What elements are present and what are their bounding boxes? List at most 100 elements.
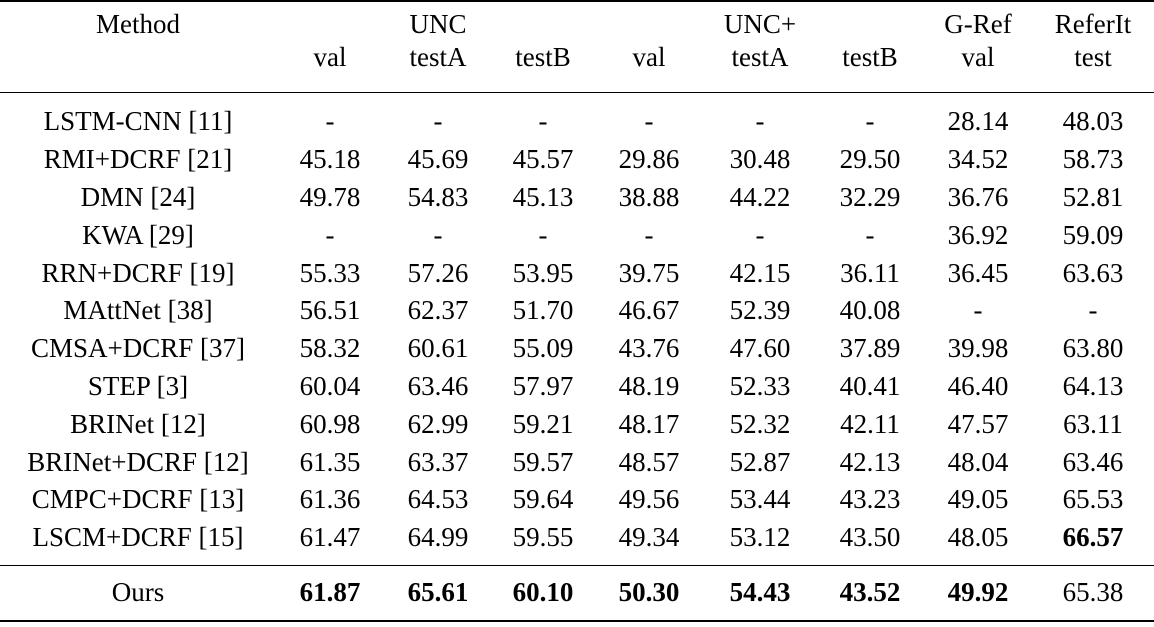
value-cell: 63.63 (1062, 257, 1124, 288)
value-cell: 64.53 (407, 484, 469, 515)
value-cell: 53.44 (729, 484, 791, 515)
table-row: LSTM-CNN [11] - - - - - - 28.14 48.03 (0, 92, 1154, 141)
table-row: CMPC+DCRF [13] 61.36 64.53 59.64 49.56 53.44 4… (0, 481, 1154, 519)
value-cell: 56.51 (299, 295, 361, 326)
method-cell: RRN+DCRF [19] (41, 257, 235, 288)
value-cell: 48.17 (618, 408, 680, 439)
value-cell: 45.57 (512, 144, 574, 175)
value-cell: 52.81 (1062, 181, 1124, 212)
value-cell: 46.67 (618, 295, 680, 326)
value-cell: 61.87 (299, 577, 361, 608)
method-cell: CMSA+DCRF [37] (30, 333, 246, 364)
value-cell: - (973, 295, 983, 326)
value-cell: 66.57 (1062, 522, 1124, 553)
table-row: DMN [24] 49.78 54.83 45.13 38.88 44.22 32.29 36… (0, 179, 1154, 217)
table-row: STEP [3] 60.04 63.46 57.97 48.19 52.33 40.41 46… (0, 368, 1154, 406)
value-cell: 64.99 (407, 522, 469, 553)
value-cell: 59.64 (512, 484, 574, 515)
table-row: BRINet+DCRF [12] 61.35 63.37 59.57 48.57 52.8… (0, 443, 1154, 481)
value-cell: 36.76 (947, 181, 1009, 212)
value-cell: 57.97 (512, 370, 574, 401)
col-header: testA (731, 42, 789, 72)
col-header: test (1074, 42, 1112, 72)
value-cell: 63.46 (407, 370, 469, 401)
value-cell: 34.52 (947, 144, 1009, 175)
value-cell: - (433, 219, 443, 250)
value-cell: 48.04 (947, 446, 1009, 477)
header-row-groups: Method UNC UNC+ G-Ref ReferIt (0, 1, 1154, 40)
value-cell: 42.13 (839, 446, 901, 477)
table-row: MAttNet [38] 56.51 62.37 51.70 46.67 52.39 40.… (0, 292, 1154, 330)
value-cell: 60.10 (512, 577, 574, 608)
table-row: RMI+DCRF [21] 45.18 45.69 45.57 29.86 30.48 29… (0, 141, 1154, 179)
ours-row: Ours 61.87 65.61 60.10 50.30 54.43 43.52… (0, 565, 1154, 621)
value-cell: 47.57 (947, 408, 1009, 439)
gref-group-header: G-Ref (944, 9, 1012, 39)
col-header: val (313, 42, 347, 72)
value-cell: 59.55 (512, 522, 574, 553)
table-row: RRN+DCRF [19] 55.33 57.26 53.95 39.75 42.15 36… (0, 254, 1154, 292)
referit-group-header: ReferIt (1054, 9, 1132, 39)
value-cell: - (433, 106, 443, 137)
value-cell: - (865, 219, 875, 250)
value-cell: 54.43 (729, 577, 791, 608)
table-row: CMSA+DCRF [37] 58.32 60.61 55.09 43.76 47.60 3… (0, 330, 1154, 368)
value-cell: 49.92 (947, 577, 1009, 608)
value-cell: 47.60 (729, 333, 791, 364)
header-row-splits: val testA testB val testA testB val test (0, 40, 1154, 93)
value-cell: - (755, 219, 765, 250)
method-header: Method (96, 9, 180, 39)
value-cell: 52.32 (729, 408, 791, 439)
value-cell: 42.11 (840, 408, 900, 439)
value-cell: 39.75 (618, 257, 680, 288)
value-cell: 45.13 (512, 181, 574, 212)
col-header: testB (842, 42, 898, 72)
value-cell: 53.95 (512, 257, 574, 288)
value-cell: 28.14 (947, 106, 1009, 137)
value-cell: 43.23 (839, 484, 901, 515)
value-cell: 62.37 (407, 295, 469, 326)
value-cell: - (538, 219, 548, 250)
value-cell: 40.41 (839, 370, 901, 401)
value-cell: - (865, 106, 875, 137)
method-cell: KWA [29] (82, 219, 194, 250)
value-cell: - (644, 219, 654, 250)
value-cell: 49.34 (618, 522, 680, 553)
value-cell: 43.76 (618, 333, 680, 364)
value-cell: 40.08 (839, 295, 901, 326)
value-cell: 42.15 (729, 257, 791, 288)
method-cell: MAttNet [38] (63, 295, 213, 326)
value-cell: 36.11 (840, 257, 900, 288)
value-cell: 59.57 (512, 446, 574, 477)
value-cell: 48.19 (618, 370, 680, 401)
method-cell: RMI+DCRF [21] (43, 144, 233, 175)
value-cell: 65.53 (1062, 484, 1124, 515)
value-cell: 30.48 (729, 144, 791, 175)
value-cell: 36.45 (947, 257, 1009, 288)
value-cell: 63.37 (407, 446, 469, 477)
table-row: BRINet [12] 60.98 62.99 59.21 48.17 52.32 42.1… (0, 405, 1154, 443)
col-header: val (961, 42, 995, 72)
col-header: val (632, 42, 666, 72)
value-cell: 48.05 (947, 522, 1009, 553)
value-cell: - (538, 106, 548, 137)
value-cell: 48.03 (1062, 106, 1124, 137)
method-cell: BRINet [12] (70, 408, 206, 439)
value-cell: - (325, 106, 335, 137)
value-cell: - (755, 106, 765, 137)
method-cell: DMN [24] (80, 181, 196, 212)
value-cell: 54.83 (407, 181, 469, 212)
value-cell: 37.89 (839, 333, 901, 364)
value-cell: 62.99 (407, 408, 469, 439)
value-cell: 57.26 (407, 257, 469, 288)
col-header: testA (409, 42, 467, 72)
value-cell: 49.78 (299, 181, 361, 212)
value-cell: 64.13 (1062, 370, 1124, 401)
method-cell: LSCM+DCRF [15] (32, 522, 244, 553)
unc-group-header: UNC (409, 9, 467, 39)
value-cell: 61.36 (299, 484, 361, 515)
value-cell: 39.98 (947, 333, 1009, 364)
value-cell: 52.87 (729, 446, 791, 477)
value-cell: 59.21 (512, 408, 574, 439)
value-cell: - (1088, 295, 1098, 326)
